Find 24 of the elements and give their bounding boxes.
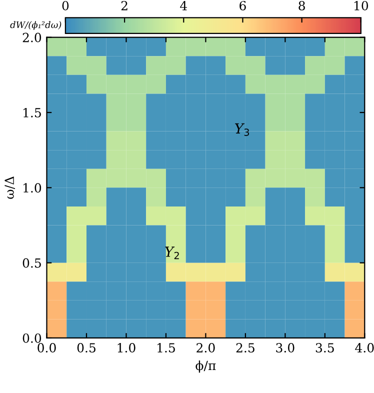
color-bar-label: 2 [121, 0, 128, 10]
x-tick-label: 1.0 [118, 343, 136, 353]
y-tick-label: 1.0 [24, 183, 42, 193]
annotation: Y$_{3}$ [234, 123, 250, 136]
x-tick-label: 0.0 [38, 343, 56, 353]
color-bar-label: 0 [62, 0, 69, 10]
y-tick-label: 0.0 [22, 333, 42, 343]
x-tick-label: 2.5 [236, 343, 254, 353]
color-bar-label: 10 [354, 0, 368, 10]
y-tick-label: 1.5 [24, 108, 41, 118]
x-axis-title: ϕ/π [196, 360, 216, 373]
y-tick-label: 0.5 [22, 258, 41, 268]
color-bar-title: dW/(ϕ₁²dω) [10, 21, 62, 30]
x-tick-label: 2.0 [196, 343, 215, 353]
color-bar-label: 8 [298, 0, 305, 10]
color-bar-label: 4 [180, 0, 187, 10]
y-tick-label: 2.0 [22, 32, 42, 42]
x-tick-label: 0.5 [77, 343, 96, 353]
x-tick-label: 3.5 [316, 343, 334, 353]
x-tick-label: 1.5 [158, 343, 175, 353]
x-tick-label: 4.0 [355, 343, 374, 353]
y-axis-title: ω/Δ [4, 176, 16, 199]
x-tick-label: 3.0 [276, 343, 294, 353]
color-bar-label: 6 [240, 0, 246, 10]
